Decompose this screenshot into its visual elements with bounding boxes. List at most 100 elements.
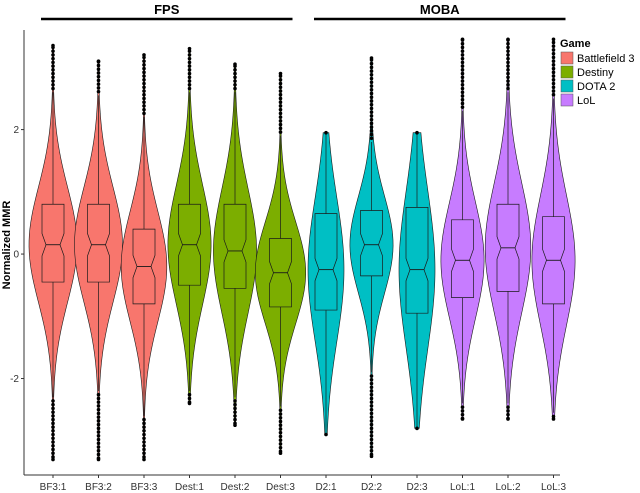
x-tick-label: D2:2 [361,482,383,493]
outlier-point [369,65,374,70]
outlier-point [369,73,374,77]
outlier-point [369,407,374,412]
outlier-point [460,49,465,53]
outlier-point [369,80,374,85]
outlier-point [278,74,283,78]
outlier-point [369,381,374,386]
outlier-point [460,417,465,421]
outlier-point [96,411,101,416]
outlier-point [278,96,283,101]
outlier-point [369,91,374,96]
x-ticks: BF3:1 BF3:2 BF3:3 Dest:1 Dest:2 Dest:3 D2:1 D2:… [40,475,566,493]
outlier-point [142,89,146,93]
outlier-point [460,75,465,80]
outlier-point [142,417,146,422]
outlier-point [51,406,55,411]
outlier-point [233,75,237,80]
outlier-point [369,110,374,114]
outlier-point [278,427,283,431]
outlier-point [551,85,556,90]
outlier-point [369,56,374,60]
outlier-point [278,119,283,123]
outlier-point [233,86,237,91]
outlier-point [369,426,374,431]
box-D2-1 [314,213,338,311]
outlier-point [551,48,556,52]
outlier-point [460,60,465,65]
outlier-point [142,59,146,63]
outlier-point [96,74,101,79]
outlier-point [142,107,146,112]
group-headers: FPS MOBA [41,2,566,21]
outlier-point [187,401,192,406]
outlier-point [96,396,101,401]
outlier-point [460,94,465,98]
outlier-point [142,451,146,456]
outlier-point [369,61,374,66]
outlier-point [142,55,146,60]
outlier-point [142,432,146,437]
outlier-point [142,85,146,90]
box-Dest-2 [223,203,247,289]
outlier-point [142,92,146,97]
y-tick-label: -2 [10,374,19,385]
outlier-point [369,419,374,423]
outlier-point [506,68,510,72]
legend-label: Destiny [577,67,614,79]
outlier-point [96,63,101,68]
outlier-point [51,71,55,76]
x-tick-label: LoL:2 [495,482,520,493]
group-label: FPS [154,2,180,17]
outlier-point [278,81,283,86]
outlier-point [278,412,283,416]
outlier-point [551,77,556,82]
outlier-point [460,71,465,76]
outlier-point [369,437,374,442]
outlier-point [278,115,283,119]
legend-swatch [560,65,574,79]
outlier-point [142,440,146,444]
outlier-point [551,63,556,67]
y-tick-label: 0 [13,250,19,261]
outlier-point [369,121,374,126]
outlier-point [51,49,55,53]
outlier-point [187,53,192,57]
outlier-point [142,425,146,429]
outlier-point [142,96,146,101]
outlier-point [551,66,556,71]
outlier-point [506,56,510,61]
legend: Game Battlefield 3 Destiny DOTA 2 LoL [556,36,640,110]
outlier-point [506,405,510,409]
outlier-point [51,421,55,426]
outlier-point [506,86,510,91]
outlier-point [187,56,192,61]
outlier-point [96,433,101,438]
outlier-point [142,421,146,426]
outlier-point [51,53,55,57]
x-tick-label: Dest:1 [175,482,204,493]
legend-label: Battlefield 3 [577,53,634,65]
outlier-point [551,74,556,78]
legend-swatch [560,93,574,107]
outlier-point [96,71,101,75]
outlier-point [51,429,55,433]
outlier-point [369,132,374,137]
outlier-point [415,130,419,135]
axes [23,30,560,476]
outlier-point [460,37,465,42]
outlier-point [369,448,374,453]
outlier-point [51,417,55,422]
outlier-point [278,85,283,90]
outlier-point [51,455,55,459]
outlier-point [460,97,465,102]
outlier-point [51,68,55,72]
outlier-point [369,117,374,122]
outlier-point [142,66,146,71]
outlier-point [278,408,283,413]
outlier-point [51,443,55,448]
outlier-point [96,441,101,446]
outlier-point [369,441,374,446]
outlier-point [460,90,465,95]
outlier-point [369,411,374,416]
outlier-point [187,46,192,51]
